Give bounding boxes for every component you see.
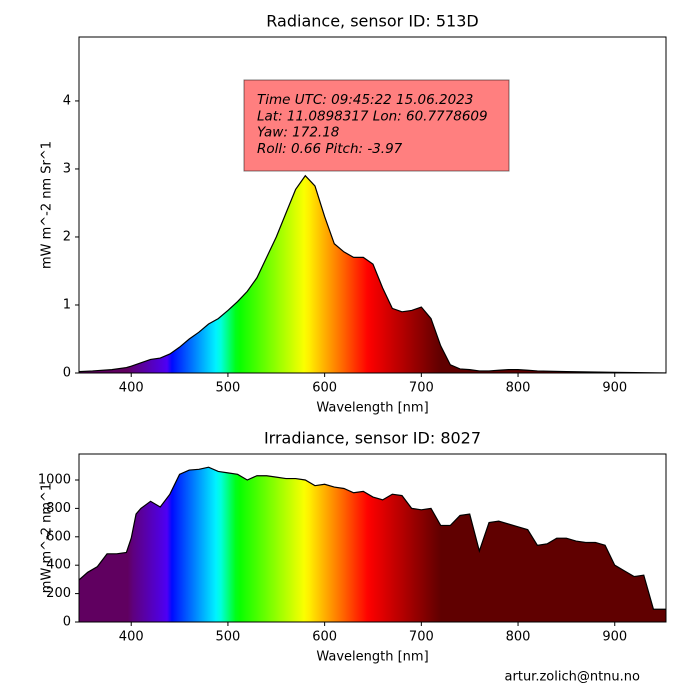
annotation-box bbox=[243, 79, 510, 172]
annotation-line: Roll: 0.66 Pitch: -3.97 bbox=[257, 141, 403, 157]
x-tick-label: 600 bbox=[312, 630, 337, 645]
chart-title: Irradiance, sensor ID: 8027 bbox=[264, 429, 481, 448]
x-axis-label: Wavelength [nm] bbox=[316, 401, 428, 416]
x-tick-label: 700 bbox=[409, 630, 434, 645]
footer: artur.zolich@ntnu.no bbox=[505, 670, 641, 685]
x-tick-label: 800 bbox=[506, 630, 531, 645]
axes-frame bbox=[78, 453, 667, 623]
y-axis-label: mW m^-2 nm Sr^1 bbox=[40, 141, 55, 269]
axes-frame bbox=[78, 36, 667, 374]
x-tick-label: 900 bbox=[602, 381, 627, 396]
x-tick-label: 400 bbox=[119, 630, 144, 645]
y-tick-label: 800 bbox=[46, 501, 71, 516]
x-tick-label: 600 bbox=[312, 381, 337, 396]
annotation-line: Yaw: 172.18 bbox=[257, 125, 339, 141]
y-tick-label: 3 bbox=[63, 161, 71, 176]
y-tick-label: 400 bbox=[46, 558, 71, 573]
spectrum-line bbox=[79, 174, 666, 373]
x-tick-label: 800 bbox=[506, 381, 531, 396]
spectrum-area bbox=[79, 467, 666, 622]
x-tick-label: 500 bbox=[216, 630, 241, 645]
y-axis-label: mW m^-2 nm^1 bbox=[40, 483, 55, 593]
y-tick-label: 1 bbox=[63, 297, 71, 312]
x-tick-label: 500 bbox=[216, 381, 241, 396]
annotation-line: Time UTC: 09:45:22 15.06.2023 bbox=[257, 92, 473, 108]
y-tick-label: 0 bbox=[63, 615, 71, 630]
annotation-line: Lat: 11.0898317 Lon: 60.7778609 bbox=[257, 108, 488, 124]
chart-title: Radiance, sensor ID: 513D bbox=[266, 12, 478, 31]
y-tick-label: 600 bbox=[46, 529, 71, 544]
y-tick-label: 200 bbox=[46, 586, 71, 601]
y-tick-label: 1000 bbox=[38, 472, 71, 487]
y-tick-label: 0 bbox=[63, 366, 71, 381]
spectrum-line bbox=[79, 466, 666, 610]
y-tick-label: 4 bbox=[63, 93, 71, 108]
y-tick-label: 2 bbox=[63, 229, 71, 244]
spectrum-area bbox=[79, 175, 666, 373]
x-tick-label: 400 bbox=[119, 381, 144, 396]
x-tick-label: 900 bbox=[602, 630, 627, 645]
x-axis-label: Wavelength [nm] bbox=[316, 650, 428, 665]
x-tick-label: 700 bbox=[409, 381, 434, 396]
